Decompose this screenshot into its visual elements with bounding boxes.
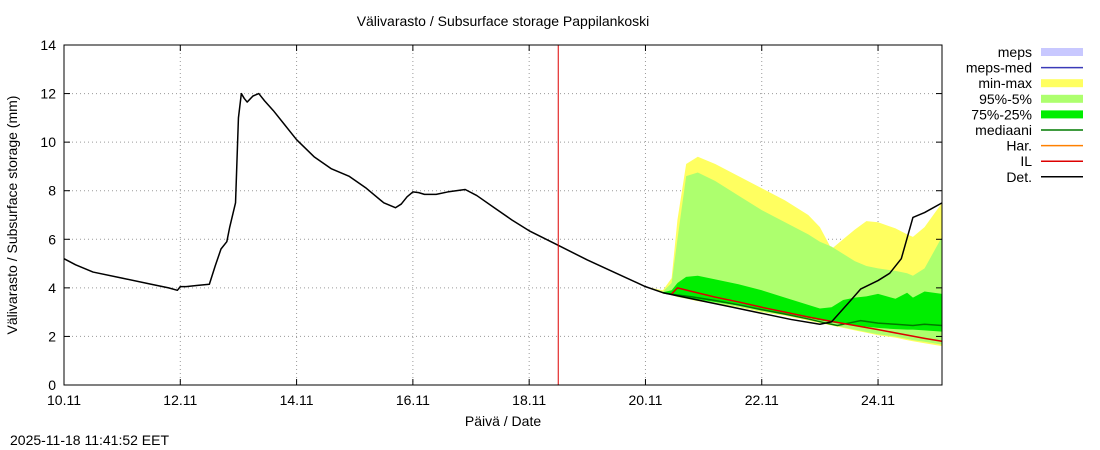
x-tick-label: 10.11 [47, 392, 81, 408]
y-tick-label: 8 [48, 183, 56, 199]
legend-label: IL [1020, 153, 1032, 169]
legend-swatch [1041, 94, 1083, 103]
legend-label: 75%-25% [971, 106, 1032, 122]
series-il [671, 287, 943, 343]
plot-background [64, 45, 942, 385]
band-75-25 [648, 275, 942, 332]
x-tick-label: 24.11 [861, 392, 895, 408]
y-tick-label: 0 [48, 377, 56, 393]
legend-label: min-max [978, 75, 1032, 91]
y-tick-label: 2 [48, 328, 56, 344]
x-tick-label: 22.11 [745, 392, 779, 408]
x-tick-label: 16.11 [396, 392, 430, 408]
y-tick-label: 6 [48, 231, 56, 247]
legend-label: Har. [1006, 138, 1032, 154]
legend-label: 95%-5% [979, 91, 1032, 107]
legend-swatch [1041, 79, 1083, 88]
x-axis-label: Päivä / Date [465, 413, 541, 429]
legend-label: Det. [1006, 169, 1032, 185]
x-tick-label: 14.11 [280, 392, 314, 408]
chart-title: Välivarasto / Subsurface storage Pappila… [357, 13, 650, 29]
y-tick-label: 4 [48, 280, 56, 296]
legend-swatch [1041, 110, 1083, 119]
plot-frame [63, 44, 943, 386]
timestamp: 2025-11-18 11:41:52 EET [10, 432, 169, 448]
series-det [63, 92, 943, 326]
legend-label: meps [998, 44, 1032, 60]
x-tick-label: 12.11 [163, 392, 197, 408]
y-tick-label: 10 [40, 134, 56, 150]
legend: mepsmeps-medmin-max95%-5%75%-25%mediaani… [966, 44, 1083, 185]
legend-label: meps-med [966, 60, 1032, 76]
legend-swatch [1041, 48, 1083, 56]
x-tick-label: 20.11 [628, 392, 662, 408]
y-tick-label: 14 [40, 37, 56, 53]
legend-label: mediaani [975, 122, 1032, 138]
y-axis-label: Välivarasto / Subsurface storage (mm) [4, 96, 20, 335]
x-tick-label: 18.11 [512, 392, 546, 408]
plot-area: 0 2 4 6 8 10 12 14 10.11 12.11 14.11 16.11 18.11 20.1… [40, 37, 943, 408]
y-tick-label: 12 [40, 86, 56, 102]
